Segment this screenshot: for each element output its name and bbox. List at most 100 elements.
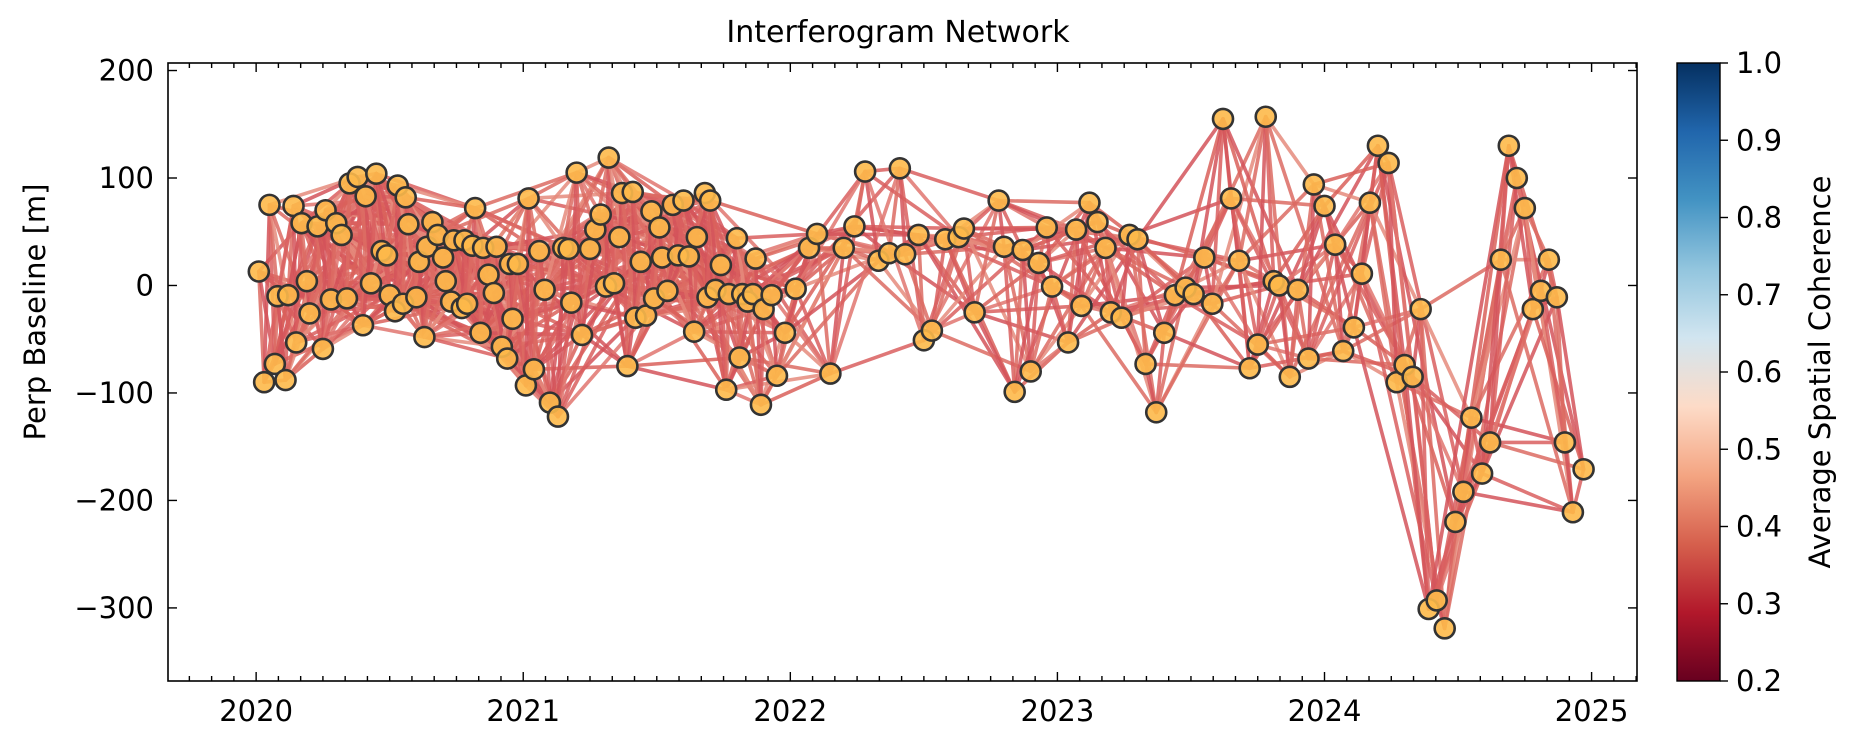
acquisition-point: [709, 253, 733, 277]
acquisition-point: [1211, 107, 1235, 131]
acquisition-point: [744, 247, 767, 270]
colorbar-tick-label: 0.7: [1736, 278, 1782, 312]
interferogram-edge: [1322, 204, 1356, 330]
interferogram-edge: [1563, 440, 1575, 515]
acquisition-point: [963, 301, 986, 324]
y-axis-ticks: 200 100 0 −100 −200 −300: [74, 54, 1637, 625]
interferogram-edge: [759, 307, 766, 407]
colorbar-tick-label: 1.0: [1736, 46, 1782, 80]
interferogram-edge: [1237, 258, 1252, 371]
acquisition-point: [920, 319, 944, 342]
acquisition-point: [434, 269, 458, 293]
acquisition-point: [1470, 462, 1494, 485]
acquisition-point: [1545, 286, 1569, 309]
x-axis-ticks: 2020 2021 2022 2023 2024 2025: [188, 63, 1637, 728]
interferogram-edge: [898, 166, 961, 239]
acquisition-point: [853, 160, 877, 183]
interferogram-edge: [1012, 248, 1025, 394]
acquisition-point: [1478, 431, 1502, 454]
acquisition-point: [1323, 233, 1347, 256]
acquisition-point: [258, 193, 281, 217]
acquisition-point: [365, 162, 388, 186]
acquisition-point: [335, 287, 359, 310]
interferogram-edge: [1488, 176, 1519, 445]
acquisition-point: [1444, 510, 1467, 534]
interferogram-edge: [1277, 283, 1292, 379]
acquisition-point: [1561, 500, 1585, 524]
acquisition-point: [495, 347, 519, 370]
acquisition-point: [1027, 251, 1051, 275]
acquisition-nodes: [247, 105, 1595, 640]
interferogram-edge: [1539, 289, 1567, 445]
interferogram-edge: [972, 284, 1054, 315]
interferogram-edge: [1442, 206, 1527, 631]
acquisition-point: [482, 281, 506, 305]
acquisition-point: [1094, 236, 1117, 260]
interferogram-edge: [1036, 200, 1092, 265]
interferogram-edge: [1402, 363, 1431, 611]
interferogram-edge: [1386, 161, 1466, 494]
interferogram-edge: [1103, 246, 1207, 260]
acquisition-point: [274, 368, 297, 392]
acquisition-point: [1254, 105, 1278, 129]
acquisition-point: [765, 364, 789, 388]
acquisition-point: [463, 196, 487, 220]
acquisition-point: [749, 393, 773, 417]
acquisition-point: [1433, 617, 1456, 640]
interferogram-edge: [903, 252, 934, 333]
acquisition-point: [1537, 248, 1561, 271]
acquisition-point: [1331, 339, 1355, 363]
interferogram-edge: [1263, 114, 1316, 187]
interferogram-edge: [972, 198, 1001, 315]
interferogram-edge: [1135, 117, 1225, 242]
acquisition-point: [832, 236, 856, 260]
interferogram-edge: [1322, 143, 1380, 208]
acquisition-point: [1278, 365, 1302, 389]
acquisition-point: [1358, 191, 1382, 215]
interferogram-edge: [1418, 307, 1474, 420]
acquisition-point: [413, 325, 436, 349]
interferogram-edge: [1498, 143, 1511, 262]
interferogram-edge: [1498, 257, 1575, 515]
acquisition-point: [602, 272, 626, 295]
interferogram-edge: [1002, 244, 1017, 394]
interferogram-edge: [1333, 242, 1345, 353]
acquisition-point: [1452, 480, 1475, 504]
acquisition-point: [522, 358, 546, 381]
acquisition-point: [1267, 274, 1291, 297]
acquisition-point: [1193, 246, 1216, 269]
interferogram-edge: [606, 155, 686, 203]
interferogram-edge: [724, 292, 731, 392]
acquisition-point: [252, 370, 276, 394]
interferogram-edge: [1271, 204, 1327, 283]
acquisition-point: [784, 277, 807, 301]
interferogram-edge: [1074, 227, 1084, 308]
interferogram-edges: [257, 114, 1586, 631]
acquisition-point: [1201, 292, 1224, 316]
interferogram-edge: [1135, 237, 1167, 335]
interferogram-edge: [708, 198, 819, 236]
x-tick-label: 2024: [1288, 694, 1362, 728]
acquisition-point: [570, 323, 594, 347]
interferogram-edge: [769, 293, 833, 376]
acquisition-point: [888, 157, 912, 180]
acquisition-point: [1182, 282, 1205, 306]
interferogram-edge: [828, 166, 902, 376]
acquisition-point: [527, 239, 551, 263]
acquisition-point: [1313, 194, 1336, 218]
acquisition-point: [1505, 166, 1529, 190]
interferogram-edge: [1480, 471, 1575, 515]
acquisition-point: [1056, 331, 1080, 354]
acquisition-point: [843, 215, 866, 238]
acquisition-point: [546, 405, 570, 428]
acquisition-point: [557, 237, 580, 261]
acquisition-point: [455, 292, 479, 316]
acquisition-point: [685, 225, 709, 249]
y-tick-label: 200: [99, 54, 154, 88]
x-tick-label: 2022: [753, 694, 827, 728]
interferogram-edge: [1306, 242, 1337, 361]
interferogram-edge: [1255, 114, 1268, 347]
interferogram-edge: [435, 196, 531, 237]
acquisition-point: [501, 307, 524, 331]
